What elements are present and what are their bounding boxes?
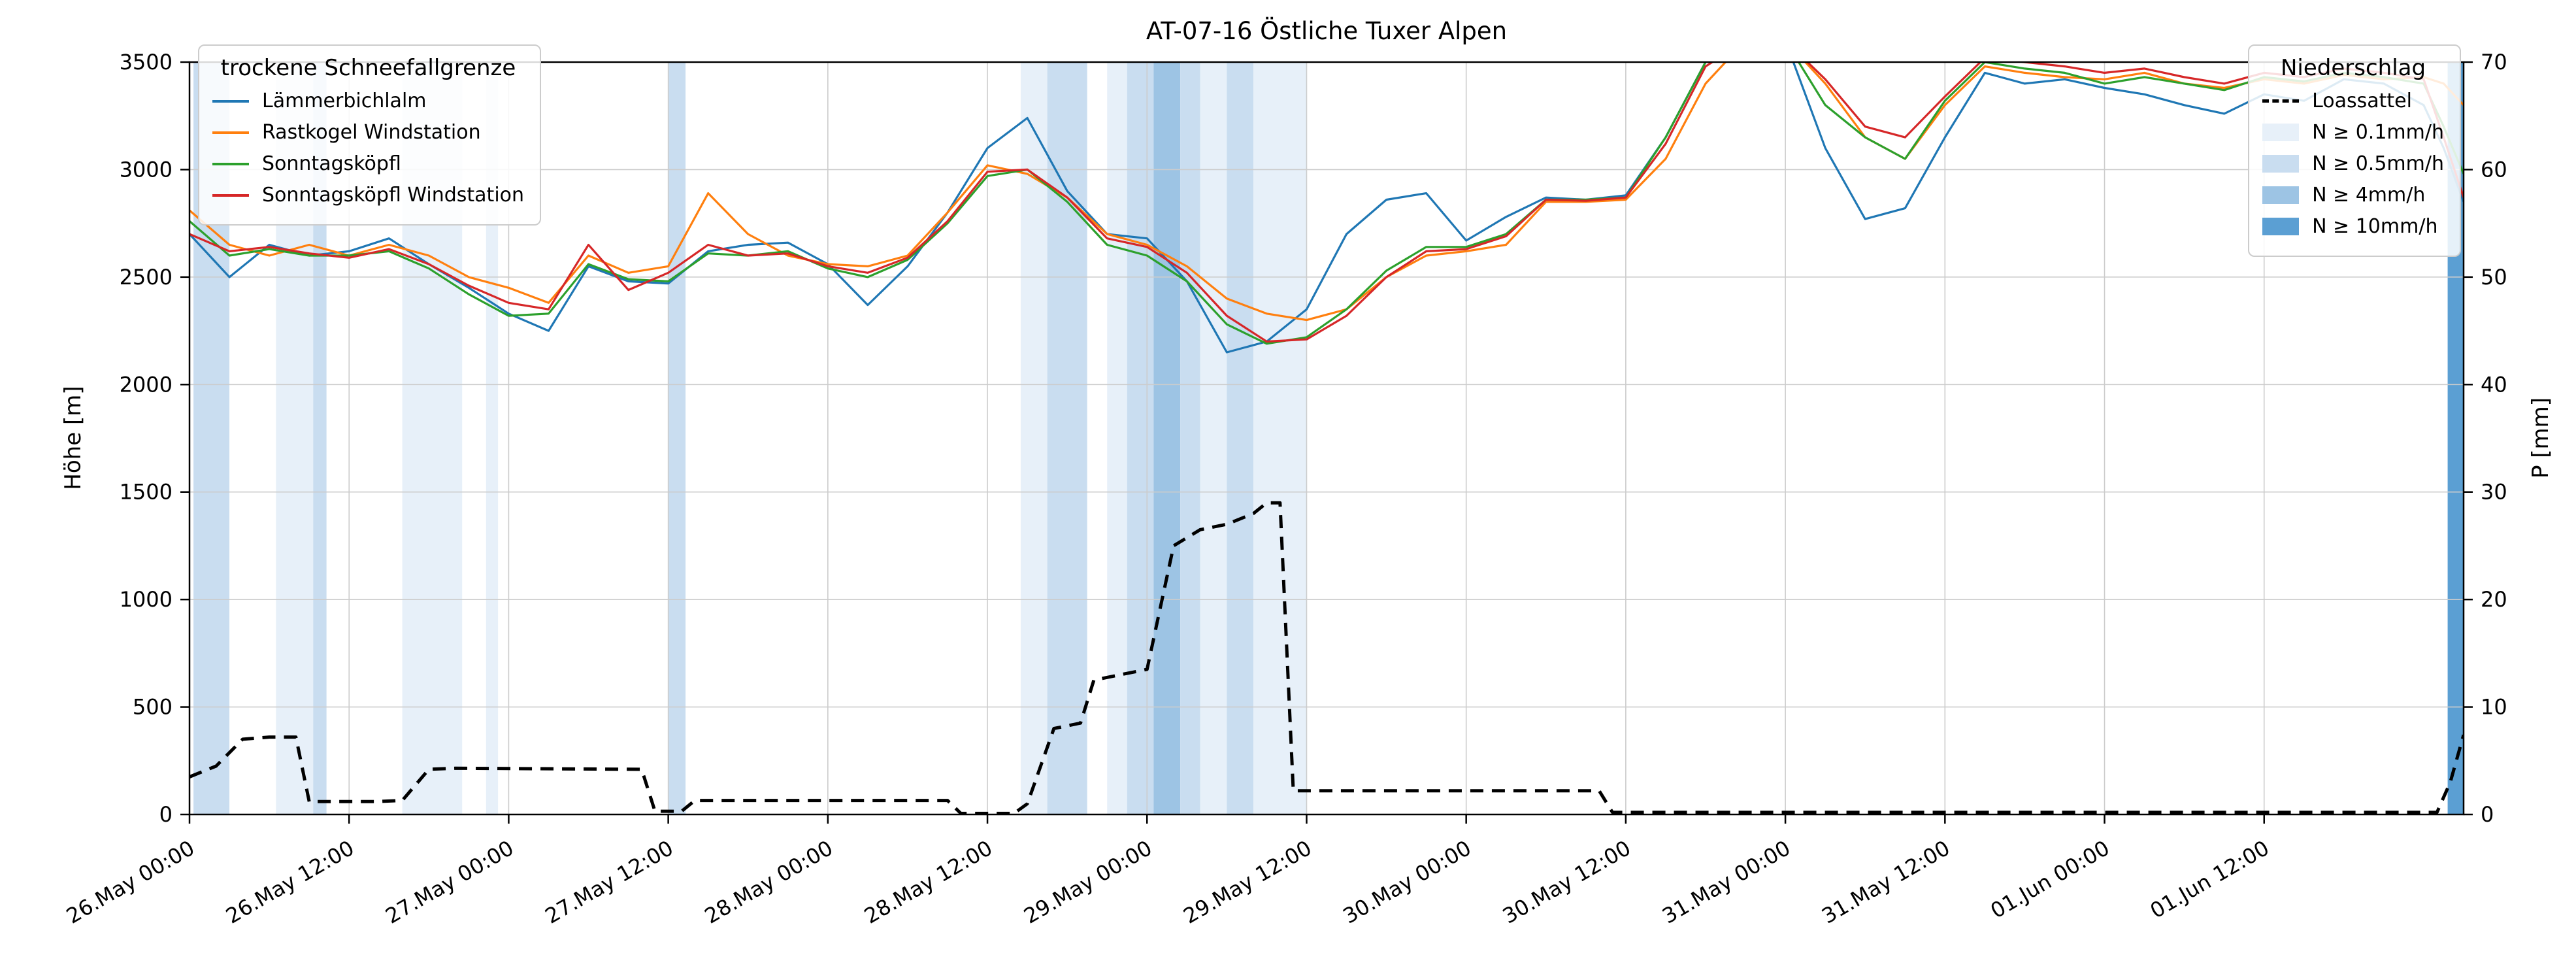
line-swatch-sonntagskoepfl-icon	[212, 162, 249, 165]
x-tick-label: 01.Jun 12:00	[2146, 835, 2273, 924]
precip-band-0.5	[1227, 62, 1254, 814]
y-left-tick-label: 2500	[120, 265, 173, 290]
precip-band-0.5	[313, 62, 327, 814]
x-tick-label: 31.May 00:00	[1658, 835, 1794, 929]
y-right-tick-label: 10	[2481, 695, 2507, 720]
band-swatch-n10-icon	[2262, 218, 2300, 235]
y-axis-label-left: Höhe [m]	[60, 386, 86, 490]
y-right-tick-label: 20	[2481, 587, 2507, 612]
legend-entry-rastkogel: Rastkogel Windstation	[212, 121, 524, 144]
x-tick-label: 26.May 12:00	[222, 835, 358, 929]
x-tick-label: 27.May 00:00	[381, 835, 518, 929]
legend-label-sonntagskoepfl: Sonntagsköpfl	[262, 152, 401, 175]
legend-label-n05: N ≥ 0.5mm/h	[2312, 152, 2444, 175]
y-right-tick-label: 50	[2481, 265, 2507, 290]
series-laemmerbichlalm	[190, 62, 2464, 354]
legend-precipitation-title: Niederschlag	[2280, 55, 2426, 81]
series-lines	[190, 62, 2464, 814]
precip-band-0.5	[1180, 62, 1200, 814]
legend-entry-loassattel: Loassattel	[2262, 90, 2444, 112]
legend-entry-n4: N ≥ 4mm/h	[2262, 184, 2444, 207]
legend-label-sonntagskoepfl-wind: Sonntagsköpfl Windstation	[262, 184, 525, 207]
series-sonntagskoepfl	[190, 62, 2464, 345]
y-axis-label-right: P [mm]	[2528, 397, 2554, 479]
x-tick-label: 28.May 12:00	[860, 835, 997, 929]
x-tick-label: 26.May 00:00	[62, 835, 199, 929]
x-tick-label: 29.May 12:00	[1179, 835, 1315, 929]
y-right-tick-label: 70	[2481, 50, 2507, 75]
legend-precipitation: Niederschlag Loassattel N ≥ 0.1mm/h N ≥ …	[2248, 44, 2461, 257]
legend-label-n10: N ≥ 10mm/h	[2312, 215, 2438, 238]
legend-label-n4: N ≥ 4mm/h	[2312, 184, 2426, 207]
y-left-tick-label: 1000	[120, 587, 173, 612]
precip-band-4	[1153, 62, 1181, 814]
precip-band-0.1	[1020, 62, 1048, 814]
series-sonntagskoepfl-windstation	[190, 62, 2464, 343]
legend-entry-n05: N ≥ 0.5mm/h	[2262, 152, 2444, 175]
precip-band-0.5	[668, 62, 686, 814]
x-tick-label: 27.May 12:00	[541, 835, 678, 929]
legend-label-rastkogel: Rastkogel Windstation	[262, 121, 481, 144]
band-swatch-n01-icon	[2262, 124, 2300, 141]
legend-label-laemmerbichlalm: Lämmerbichlalm	[262, 90, 427, 112]
precip-band-0.1	[1253, 62, 1307, 814]
precip-band-0.1	[1107, 62, 1127, 814]
y-right-tick-label: 0	[2481, 802, 2494, 827]
precip-band-0.5	[1127, 62, 1154, 814]
chart-title: AT-07-16 Östliche Tuxer Alpen	[1146, 17, 1508, 45]
x-tick-label: 28.May 00:00	[701, 835, 837, 929]
dashed-line-swatch-icon	[2262, 99, 2300, 103]
y-left-tick-label: 2000	[120, 372, 173, 397]
legend-label-loassattel: Loassattel	[2312, 90, 2412, 112]
precip-band-0.1	[486, 62, 499, 814]
legend-entry-sonntagskoepfl-wind: Sonntagsköpfl Windstation	[212, 184, 524, 207]
y-left-tick-label: 500	[133, 695, 173, 720]
y-left-tick-label: 3000	[120, 157, 173, 182]
y-left-tick-label: 0	[159, 802, 173, 827]
legend-entry-n01: N ≥ 0.1mm/h	[2262, 121, 2444, 144]
legend-entry-n10: N ≥ 10mm/h	[2262, 215, 2444, 238]
y-left-tick-label: 1500	[120, 480, 173, 505]
plot-border	[188, 61, 2465, 816]
series-loassattel	[190, 501, 2464, 814]
line-swatch-rastkogel-icon	[212, 131, 249, 134]
precip-band-0.5	[1047, 62, 1087, 814]
legend-entry-laemmerbichlalm: Lämmerbichlalm	[212, 90, 524, 112]
legend-entry-sonntagskoepfl: Sonntagsköpfl	[212, 152, 524, 175]
x-tick-label: 01.Jun 00:00	[1986, 835, 2113, 924]
x-tick-label: 29.May 00:00	[1019, 835, 1156, 929]
precip-band-0.1	[1200, 62, 1227, 814]
legend-label-n01: N ≥ 0.1mm/h	[2312, 121, 2444, 144]
y-right-tick-label: 30	[2481, 480, 2507, 505]
y-right-tick-label: 40	[2481, 372, 2507, 397]
legend-snowfall-line-title: trockene Schneefallgrenze	[220, 55, 516, 81]
legend-snowfall-line: trockene Schneefallgrenze Lämmerbichlalm…	[198, 44, 542, 226]
band-swatch-n4-icon	[2262, 186, 2300, 204]
line-swatch-laemmerbichlalm-icon	[212, 99, 249, 103]
x-tick-label: 30.May 00:00	[1339, 835, 1476, 929]
x-tick-label: 31.May 12:00	[1817, 835, 1954, 929]
x-tick-label: 30.May 12:00	[1498, 835, 1635, 929]
y-right-tick-label: 60	[2481, 157, 2507, 182]
band-swatch-n05-icon	[2262, 155, 2300, 173]
line-swatch-sonntagskoepfl-wind-icon	[212, 193, 249, 197]
y-left-tick-label: 3500	[120, 50, 173, 75]
